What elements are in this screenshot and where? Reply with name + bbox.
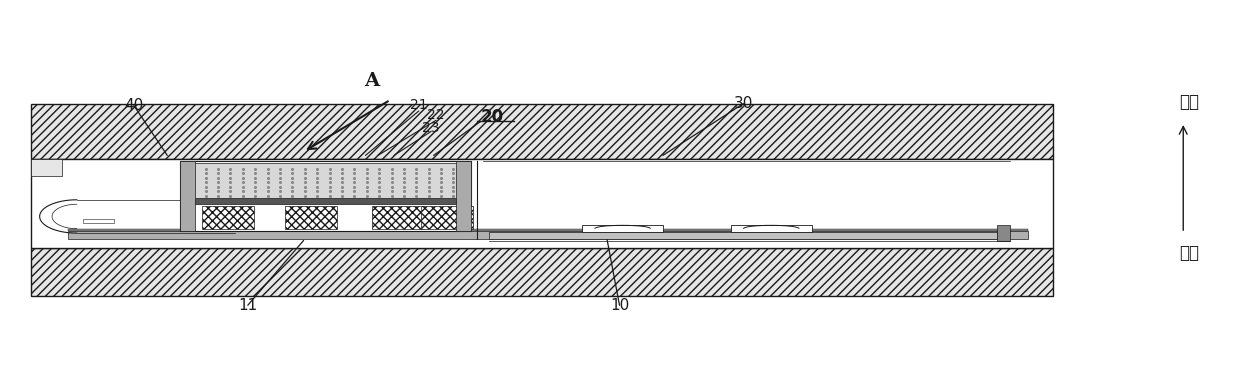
Text: 10: 10 [610, 298, 629, 313]
Bar [31, 248, 1053, 296]
Text: 40: 40 [124, 98, 144, 113]
Bar [31, 159, 1053, 248]
Bar [731, 225, 812, 232]
Text: A: A [364, 73, 379, 90]
Bar [202, 206, 254, 229]
Text: 22: 22 [427, 108, 445, 122]
Bar [31, 159, 62, 176]
Text: 20: 20 [481, 108, 504, 125]
Text: 外侧: 外侧 [1180, 93, 1199, 111]
Bar [83, 219, 114, 223]
Bar [68, 229, 1028, 231]
Bar [421, 206, 473, 229]
Bar [997, 225, 1010, 241]
Bar [456, 161, 471, 231]
Bar [285, 206, 337, 229]
Text: 内侧: 内侧 [1180, 244, 1199, 262]
Bar [372, 206, 424, 229]
Bar [582, 225, 663, 232]
Bar [180, 161, 471, 231]
Bar [186, 198, 465, 204]
Bar [489, 232, 997, 239]
Text: 21: 21 [410, 98, 427, 112]
Bar [68, 231, 1028, 239]
Bar [180, 161, 195, 231]
Bar [31, 104, 1053, 159]
Text: 23: 23 [422, 121, 440, 135]
Bar [185, 163, 466, 199]
Text: 30: 30 [733, 96, 753, 111]
Text: 11: 11 [238, 298, 258, 313]
